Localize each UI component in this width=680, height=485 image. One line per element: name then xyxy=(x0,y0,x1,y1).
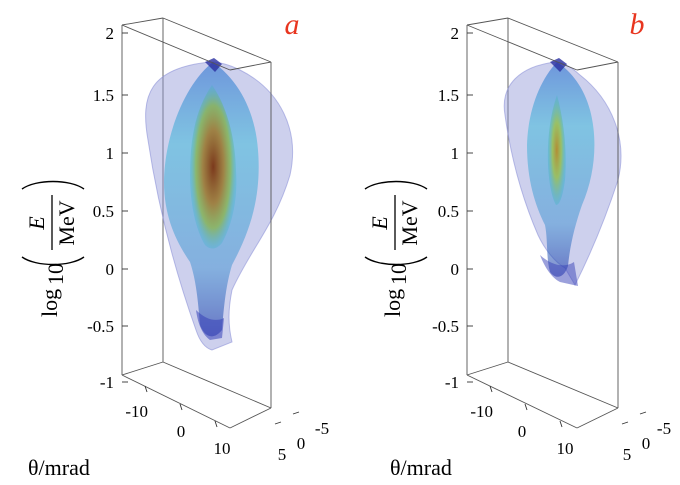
panel-a-ylabel-num: E xyxy=(24,216,49,231)
panel-b-ytick-0: 2 xyxy=(451,24,460,43)
panel-a-ytick-4: 0 xyxy=(106,260,115,279)
panel-a-ytick-0: 2 xyxy=(106,24,115,43)
panel-b-ztick-2: -5 xyxy=(657,419,671,438)
panel-a-inner-envelope xyxy=(190,85,237,249)
panel-b-box-front xyxy=(466,24,619,429)
panel-b-tip xyxy=(550,58,567,72)
panel-b-xtick-2: 10 xyxy=(557,439,574,458)
panel-b-x-label: θ/mrad xyxy=(390,455,452,480)
panel-b-y-ticks: 2 1.5 1 0.5 0 -0.5 -1 xyxy=(432,24,473,392)
panel-b-ytick-1: 1.5 xyxy=(438,86,459,105)
panel-a-ytick-5: -0.5 xyxy=(87,317,114,336)
panel-b-tail xyxy=(540,255,578,286)
panel-b-box-back xyxy=(466,17,619,409)
panel-b-inner-envelope xyxy=(547,95,566,205)
panel-b-xtick-1: 0 xyxy=(518,422,527,441)
panel-a-ztick-0: 5 xyxy=(278,445,287,464)
panel-b-z-ticks: 5 0 -5 xyxy=(621,411,671,464)
panel-b-ytick-2: 1 xyxy=(451,144,460,163)
panel-b-ztick-1: 0 xyxy=(642,434,651,453)
panel-a-ztick-1: 0 xyxy=(297,434,306,453)
panel-a-ztick-2: -5 xyxy=(315,419,329,438)
panel-b-ytick-4: 0 xyxy=(451,260,460,279)
panel-a-xtick-2: 10 xyxy=(214,439,231,458)
panel-b: 2 1.5 1 0.5 0 -0.5 -1 -10 0 10 5 0 -5 lo… xyxy=(364,8,671,480)
panel-a-ytick-2: 1 xyxy=(106,144,115,163)
panel-a-y-ticks: 2 1.5 1 0.5 0 -0.5 -1 xyxy=(87,24,128,392)
panel-a-ylabel-log: log xyxy=(37,289,62,317)
panel-a-y-label: log 10 E MeV xyxy=(21,180,85,317)
panel-b-ylabel-log: log xyxy=(380,289,405,317)
panel-b-ytick-5: -0.5 xyxy=(432,317,459,336)
panel-a-ylabel-den: MeV xyxy=(54,200,79,245)
panel-a-ytick-6: -1 xyxy=(100,373,114,392)
panel-b-letter: b xyxy=(630,8,645,41)
panel-a-x-ticks: -10 0 10 xyxy=(125,385,231,458)
panel-a: 2 1.5 1 0.5 0 -0.5 -1 -10 0 10 5 0 -5 lo… xyxy=(21,8,329,480)
panel-b-x-ticks: -10 0 10 xyxy=(470,385,574,458)
panel-a-letter: a xyxy=(285,8,300,41)
panel-a-ylabel-sub: 10 xyxy=(43,263,68,285)
panel-a-xtick-0: -10 xyxy=(125,402,148,421)
panel-b-ztick-0: 5 xyxy=(623,445,632,464)
panel-a-x-label: θ/mrad xyxy=(28,455,90,480)
panel-b-ylabel-den: MeV xyxy=(397,200,422,245)
panel-b-ytick-6: -1 xyxy=(445,373,459,392)
panel-a-z-ticks: 5 0 -5 xyxy=(274,411,329,464)
panel-a-xtick-1: 0 xyxy=(177,422,186,441)
panel-a-tail xyxy=(196,310,224,340)
panel-b-y-label: log 10 E MeV xyxy=(364,180,428,317)
panel-a-box-back xyxy=(121,17,272,409)
panel-b-ylabel-sub: 10 xyxy=(386,263,411,285)
panel-b-ytick-3: 0.5 xyxy=(438,202,459,221)
panel-b-ylabel-num: E xyxy=(367,216,392,231)
panel-a-volume xyxy=(145,58,294,351)
panel-b-xtick-0: -10 xyxy=(470,402,493,421)
panel-a-ytick-3: 0.5 xyxy=(93,202,114,221)
panel-a-ytick-1: 1.5 xyxy=(93,86,114,105)
panel-b-volume xyxy=(503,58,622,287)
panel-a-box-front xyxy=(121,24,272,429)
